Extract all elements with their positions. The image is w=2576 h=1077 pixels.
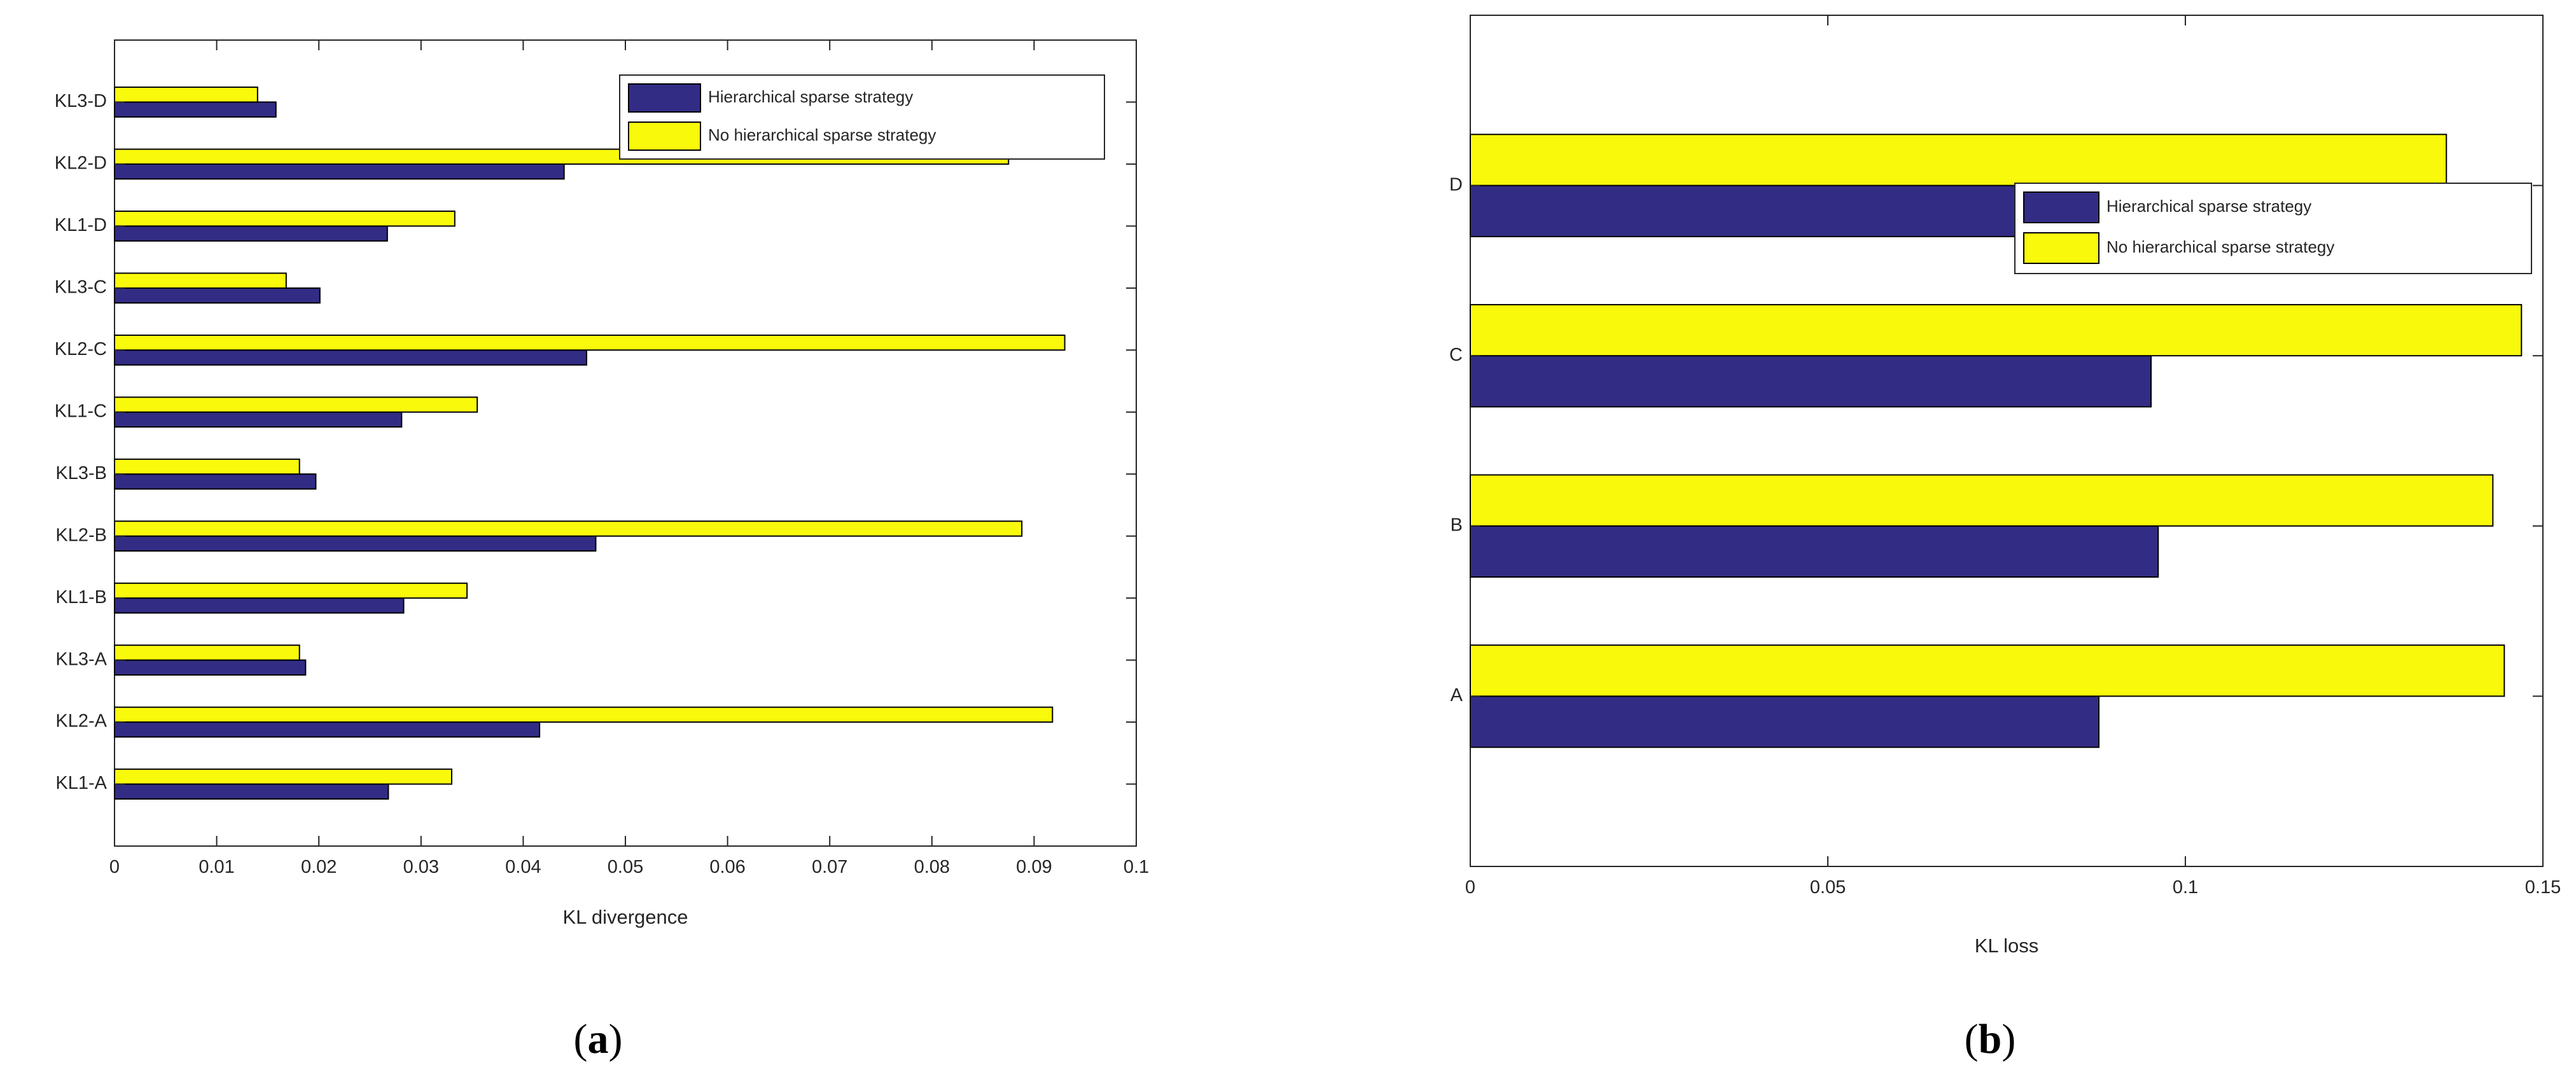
bar-hierarchical-kl2-c — [114, 349, 587, 366]
x-tick-label: 0.01 — [198, 857, 234, 877]
legend-swatch — [628, 83, 701, 113]
bar-hierarchical-kl1-d — [114, 225, 388, 242]
x-tick-label: 0 — [109, 857, 120, 877]
y-tick-label: KL3-B — [55, 463, 107, 483]
x-tick-label: 0.08 — [914, 857, 950, 877]
y-tick-label: KL3-C — [55, 277, 107, 298]
y-tick-label: KL1-D — [55, 215, 107, 235]
y-tick-label: KL1-B — [55, 587, 107, 608]
bar-no-hierarchical-kl3-c — [114, 272, 287, 289]
x-tick-label: 0.07 — [812, 857, 847, 877]
bar-hierarchical-kl1-c — [114, 411, 403, 428]
x-tick-label: 0.1 — [1124, 857, 1149, 877]
legend-swatch — [628, 122, 701, 151]
bar-no-hierarchical-kl2-c — [114, 334, 1066, 351]
x-tick-label: 0.05 — [1810, 877, 1846, 898]
legend-box — [2014, 183, 2532, 274]
bar-hierarchical-kl3-d — [114, 101, 277, 118]
legend-label: Hierarchical sparse strategy — [708, 87, 913, 106]
legend-swatch — [2023, 232, 2099, 264]
y-tick-label: A — [1451, 685, 1463, 705]
bar-hierarchical-kl1-a — [114, 783, 389, 800]
panel-a-caption: (a) — [574, 1016, 623, 1062]
x-tick-label: 0 — [1465, 877, 1475, 898]
bar-no-hierarchical-b — [1470, 474, 2494, 527]
bar-hierarchical-kl3-b — [114, 473, 317, 490]
bar-no-hierarchical-kl2-a — [114, 706, 1054, 723]
legend-label: No hierarchical sparse strategy — [708, 125, 936, 144]
y-tick-label: KL3-D — [55, 91, 107, 111]
bar-hierarchical-d — [1470, 184, 2096, 237]
x-tick-label: 0.02 — [301, 857, 337, 877]
x-tick-label: 0.1 — [2173, 877, 2198, 898]
panel-a-chart: KL1-A KL2-A KL3-A KL1-B KL2-B KL3-B KL1-C KL2-C… — [55, 39, 1149, 928]
bar-hierarchical-a — [1470, 695, 2099, 748]
x-tick-label: 0.03 — [403, 857, 439, 877]
bar-hierarchical-kl2-b — [114, 535, 597, 552]
bar-hierarchical-kl3-a — [114, 659, 307, 676]
bar-no-hierarchical-kl1-d — [114, 210, 456, 227]
y-tick-label: KL2-C — [55, 339, 107, 359]
x-tick-label: 0.06 — [709, 857, 745, 877]
y-tick-label: KL2-A — [55, 711, 107, 732]
x-tick-label: 0.04 — [505, 857, 541, 877]
bar-no-hierarchical-c — [1470, 303, 2523, 357]
bar-hierarchical-c — [1470, 355, 2152, 408]
bar-no-hierarchical-kl3-d — [114, 87, 258, 103]
legend-label: No hierarchical sparse strategy — [2106, 237, 2334, 256]
bar-no-hierarchical-kl3-b — [114, 458, 300, 475]
panel-b-caption: (b) — [1965, 1016, 2016, 1062]
y-tick-label: KL2-B — [55, 525, 107, 545]
legend-label: Hierarchical sparse strategy — [2106, 197, 2311, 216]
bar-no-hierarchical-d — [1470, 134, 2447, 186]
y-tick-label: KL1-C — [55, 401, 107, 421]
bar-hierarchical-kl2-a — [114, 721, 541, 738]
x-tick-label: 0.05 — [608, 857, 643, 877]
legend: Hierarchical sparse strategy No hierarchi… — [619, 74, 1105, 160]
bar-hierarchical-b — [1470, 525, 2159, 578]
y-tick-label: D — [1449, 174, 1463, 195]
x-tick-label: 0.15 — [2525, 877, 2561, 898]
legend: Hierarchical sparse strategy No hierarchi… — [2014, 183, 2532, 274]
legend-swatch — [2023, 191, 2099, 223]
x-axis-label: KL divergence — [562, 906, 688, 928]
bar-no-hierarchical-a — [1470, 644, 2505, 697]
bar-hierarchical-kl3-c — [114, 287, 321, 304]
bar-no-hierarchical-kl1-a — [114, 768, 452, 785]
axes-box — [1470, 15, 2544, 867]
y-tick-label: KL3-A — [55, 649, 107, 669]
y-tick-label: KL1-A — [55, 773, 107, 793]
y-tick-label: C — [1449, 345, 1463, 365]
bar-hierarchical-kl2-d — [114, 163, 565, 180]
bar-no-hierarchical-kl1-b — [114, 582, 468, 599]
bar-no-hierarchical-kl1-c — [114, 396, 478, 413]
x-tick-label: 0.09 — [1016, 857, 1052, 877]
y-tick-label: B — [1451, 515, 1463, 535]
bar-hierarchical-kl1-b — [114, 597, 405, 614]
y-tick-label: KL2-D — [55, 153, 107, 174]
panel-b-chart: A B C D 0 0.05 0.1 0.15 KL loss Hierarchical spar… — [1449, 15, 2561, 957]
bar-no-hierarchical-kl3-a — [114, 644, 300, 661]
x-axis-label: KL loss — [1975, 935, 2039, 957]
bar-no-hierarchical-kl2-b — [114, 520, 1023, 537]
